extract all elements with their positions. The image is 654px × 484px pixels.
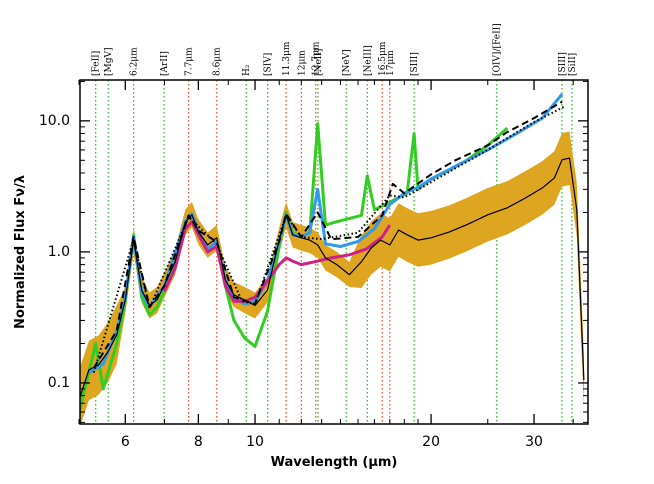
feature-label: 6.2μm — [130, 47, 140, 76]
plot-area — [80, 80, 585, 424]
x-tick-label: 6 — [121, 434, 130, 450]
spectrum-line — [80, 122, 509, 413]
feature-label: [MgV] — [104, 47, 114, 76]
x-tick-label: 30 — [525, 434, 543, 450]
feature-label: [SIV] — [264, 53, 274, 76]
feature-label: 16.5μm — [378, 41, 388, 76]
feature-label: 17μm — [386, 50, 396, 76]
feature-label: 12.7μm — [312, 41, 322, 76]
feature-label: [FeII] — [92, 51, 102, 76]
feature-label: H₂ — [242, 64, 252, 76]
y-tick-label: 1.0 — [48, 244, 70, 260]
spectrum-line — [92, 105, 567, 373]
x-axis-title: Wavelength (μm) — [271, 455, 398, 470]
feature-label: [NeIII] — [363, 45, 373, 76]
feature-label: [NeV] — [342, 49, 352, 76]
feature-label: [SIII] — [558, 52, 568, 76]
y-axis-title: Normalized Flux Fν/λ — [13, 175, 28, 329]
feature-label: 11.3μm — [282, 41, 292, 76]
y-tick-label: 10.0 — [39, 113, 70, 129]
feature-label: [ArII] — [160, 51, 170, 76]
x-tick-label: 10 — [246, 434, 264, 450]
feature-label: 7.7μm — [185, 47, 195, 76]
feature-label: [SIII] — [410, 52, 420, 76]
x-tick-label: 20 — [422, 434, 440, 450]
feature-label: [SiII] — [568, 53, 578, 76]
range-band — [80, 131, 584, 424]
feature-label: [NeII] — [314, 49, 324, 76]
feature-label: [OIV]/[FeII] — [493, 23, 503, 76]
feature-label: 12μm — [297, 50, 307, 76]
x-tick-label: 8 — [194, 434, 203, 450]
feature-label: 8.6μm — [213, 47, 223, 76]
spectrum-line — [80, 157, 585, 399]
y-tick-label: 0.1 — [48, 375, 70, 391]
